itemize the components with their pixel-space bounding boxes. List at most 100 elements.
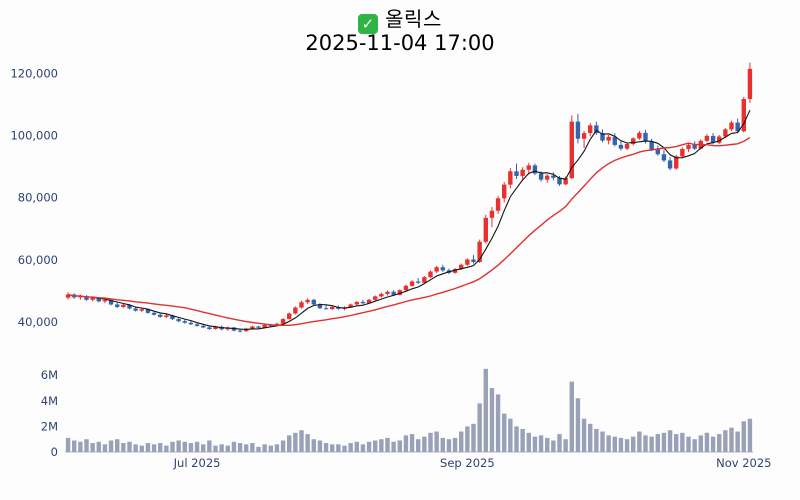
volume-bar — [176, 440, 181, 452]
ma-line-ma5 — [67, 109, 751, 330]
candle-body-down — [643, 132, 648, 142]
candle-body-down — [471, 259, 476, 262]
volume-bar — [121, 443, 126, 452]
volume-bar — [606, 435, 611, 452]
volume-bar — [139, 445, 144, 452]
volume-bar — [360, 444, 366, 452]
candle-body-up — [747, 68, 753, 99]
volume-bar — [115, 439, 120, 452]
volume-bar — [618, 437, 624, 452]
candle-body-down — [317, 304, 323, 309]
candle-body-up — [397, 290, 402, 295]
volume-bar — [133, 444, 138, 452]
candle-body-down — [600, 133, 605, 141]
volume-tick-label: 2M — [41, 419, 58, 433]
volume-bar — [477, 403, 482, 452]
date-tick-label: Sep 2025 — [440, 456, 495, 470]
volume-bar — [65, 437, 71, 452]
volume-bar — [655, 434, 660, 452]
candle-body-up — [489, 210, 495, 218]
volume-tick-label: 0 — [51, 445, 58, 459]
volume-bar — [612, 436, 617, 452]
candle-body-up — [606, 136, 611, 141]
candle-body-up — [581, 133, 587, 139]
volume-bar — [686, 436, 691, 452]
candle-body-up — [465, 259, 470, 265]
candle-body-up — [674, 156, 679, 169]
volume-bar — [717, 434, 722, 452]
candle-body-down — [618, 144, 624, 149]
volume-bar — [182, 441, 187, 452]
candle-body-up — [477, 241, 482, 262]
volume-bar — [373, 440, 378, 452]
candle-body-down — [323, 308, 329, 310]
candle-body-up — [459, 264, 464, 270]
candle-body-up — [305, 299, 310, 303]
volume-bar — [569, 381, 574, 452]
volume-bar — [127, 441, 132, 452]
volume-bar — [391, 441, 396, 452]
volume-bar — [514, 426, 519, 452]
volume-bar — [508, 418, 513, 452]
candle-body-up — [65, 294, 71, 298]
candle-body-up — [250, 326, 255, 329]
candle-body-up — [624, 143, 630, 149]
candle-body-up — [428, 271, 433, 278]
volume-bar — [225, 445, 230, 452]
volume-bar — [366, 441, 372, 452]
candle-body-up — [348, 304, 353, 308]
candle-body-up — [379, 293, 384, 297]
volume-bar — [287, 435, 292, 452]
volume-bar — [213, 445, 218, 452]
candle-body-down — [649, 141, 654, 150]
volume-bar — [379, 439, 384, 452]
candle-body-down — [538, 173, 544, 180]
candle-body-up — [723, 129, 728, 137]
volume-bar — [164, 445, 169, 452]
volume-bar — [428, 432, 433, 452]
candle-body-up — [502, 184, 507, 199]
volume-bar — [250, 443, 255, 452]
candle-body-down — [170, 315, 175, 320]
candle-body-down — [256, 326, 261, 328]
volume-bar — [729, 427, 734, 452]
candle-body-up — [102, 299, 108, 302]
candle-body-down — [133, 308, 138, 311]
candle-body-down — [237, 330, 243, 332]
candle-body-up — [717, 136, 722, 143]
candle-body-up — [563, 178, 568, 185]
volume-bar — [741, 421, 746, 452]
volume-tick-label: 4M — [41, 394, 58, 408]
candle-body-down — [532, 165, 538, 174]
volume-bar — [397, 440, 402, 452]
volume-bar — [692, 439, 697, 452]
candle-body-down — [311, 299, 316, 305]
candle-body-up — [354, 301, 359, 305]
volume-bar — [78, 441, 83, 452]
chart-title: ✓ 올릭스 — [0, 3, 800, 34]
volume-bar — [710, 436, 716, 452]
candle-body-up — [78, 296, 83, 298]
candle-body-up — [280, 319, 286, 324]
date-tick-label: Nov 2025 — [716, 456, 771, 470]
volume-bar — [563, 439, 568, 452]
candle-body-down — [551, 175, 556, 178]
candle-body-down — [655, 149, 660, 155]
volume-bar — [747, 418, 753, 452]
volume-bar — [145, 443, 151, 452]
candle-body-up — [262, 324, 267, 328]
candle-body-down — [158, 314, 163, 317]
candle-body-down — [735, 122, 740, 132]
price-tick-label: 60,000 — [18, 253, 58, 267]
candle-body-up — [704, 135, 710, 141]
candle-body-up — [139, 309, 144, 311]
candle-body-up — [373, 296, 378, 300]
candle-body-down — [575, 121, 581, 139]
candle-body-down — [201, 325, 206, 328]
volume-bar — [637, 431, 642, 452]
volume-bar — [551, 440, 556, 452]
volume-bar — [557, 434, 562, 452]
candle-body-up — [508, 171, 513, 185]
candle-body-up — [520, 169, 525, 176]
candle-body-down — [557, 177, 562, 185]
